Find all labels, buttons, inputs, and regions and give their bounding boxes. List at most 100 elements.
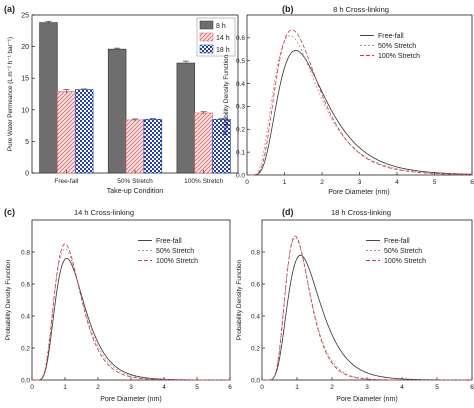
y-tick-label: 5 — [25, 139, 29, 146]
panel-c: (c) 14 h Cross-linking 0 1 2 3 4 5 6 0.0 0.2 0.4 0… — [4, 207, 232, 403]
panel-a-legend: 8 h 14 h 18 h — [196, 17, 236, 57]
x-tick-label: 6 — [470, 179, 474, 186]
y-tick-label: 0.1 — [236, 149, 245, 156]
panel-b-plot-frame — [246, 14, 473, 176]
panel-a-y-axis-title: Pure Water Permeance (L m⁻² h⁻¹ bar⁻¹) — [7, 37, 14, 151]
y-tick-label: 0.3 — [236, 104, 245, 111]
x-category-label: 100% Stretch — [184, 178, 223, 185]
x-tick-label: 3 — [129, 384, 133, 391]
x-tick-label: 6 — [470, 384, 474, 391]
y-tick-label: 0.8 — [251, 249, 260, 256]
y-tick-label: 0.4 — [236, 81, 245, 88]
panel-d-legend: Free-fall 50% Stretch 100% Stretch — [366, 238, 426, 265]
panel-a-y-axis: 0 5 10 15 20 25 — [21, 13, 35, 178]
panel-c-label: (c) — [4, 207, 15, 217]
x-tick-label: 2 — [330, 384, 334, 391]
panel-a-label: (a) — [4, 4, 15, 14]
panel-d: (d) 18 h Cross-linking 0 1 2 3 4 5 60.00.20.40… — [236, 207, 474, 403]
series-line-100-stretch — [262, 235, 472, 381]
panel-c-plot-frame — [31, 219, 231, 381]
panel-b-title: 8 h Cross-linking — [333, 5, 389, 14]
y-tick-label: 0 — [25, 171, 29, 178]
y-tick-label: 0.2 — [21, 345, 30, 352]
legend-swatch-8h — [199, 20, 214, 30]
bar-8-h-50-stretch — [107, 48, 127, 174]
x-tick-label: 1 — [63, 384, 67, 391]
bar-14-h-free-fall — [57, 91, 76, 174]
legend-label-free-fall: Free-fall — [156, 238, 182, 245]
bar-14-h-100-stretch — [194, 112, 213, 174]
x-tick-label: 2 — [96, 384, 100, 391]
y-tick-label: 0.5 — [236, 58, 245, 65]
x-category-label: 50% Stretch — [117, 178, 153, 185]
panel-a-x-axis-title: Take-up Condition — [107, 188, 164, 195]
series-line-50-stretch — [247, 35, 473, 176]
y-tick-label: 0.8 — [21, 249, 30, 256]
panel-b-lines — [247, 29, 473, 176]
series-line-100-stretch — [32, 243, 230, 381]
x-tick-label: 5 — [433, 179, 437, 186]
x-tick-label: 2 — [320, 179, 324, 186]
y-tick-label: 0.6 — [236, 35, 245, 42]
panel-d-lines — [262, 235, 472, 381]
x-tick-label: 5 — [195, 384, 199, 391]
x-tick-label: 3 — [358, 179, 362, 186]
x-tick-label: 4 — [395, 179, 399, 186]
y-tick-label: 10 — [21, 107, 29, 114]
legend-label-50-stretch: 50% Stretch — [378, 43, 416, 50]
panel-a: (a) 0 5 10 15 20 25 Free-fall 50% Stretch 100% … — [4, 4, 239, 195]
y-tick-label: 0.0 — [236, 172, 245, 179]
y-tick-label: 0.2 — [236, 127, 245, 134]
legend-label-100-stretch: 100% Stretch — [156, 258, 198, 265]
legend-label-50-stretch: 50% Stretch — [384, 248, 422, 255]
bar-14-h-50-stretch — [125, 119, 145, 174]
y-tick-label: 25 — [21, 13, 29, 20]
legend-label-free-fall: Free-fall — [378, 33, 404, 40]
series-line-100-stretch — [247, 29, 473, 176]
legend-label-50-stretch: 50% Stretch — [156, 248, 194, 255]
bar-18-h-50-stretch — [143, 118, 163, 174]
bar-8-h-free-fall — [39, 22, 58, 174]
y-tick-label: 0.0 — [21, 377, 30, 384]
series-line-free-fall — [262, 254, 472, 381]
x-tick-label: 0 — [245, 179, 249, 186]
panel-a-bars — [39, 20, 231, 174]
panel-b-axes: 0 1 2 3 4 5 6 0.0 0.1 0.2 0.3 0.4 0.5 0.6 — [236, 35, 474, 186]
series-line-free-fall — [247, 50, 473, 176]
x-tick-label: 4 — [162, 384, 166, 391]
y-tick-label: 0.4 — [251, 313, 260, 320]
x-tick-label: 4 — [400, 384, 404, 391]
panel-c-y-axis-title: Probability Density Function — [5, 259, 12, 340]
panel-d-y-axis-title: Probability Density Function — [236, 259, 243, 340]
panel-b-legend: Free-fall 50% Stretch 100% Stretch — [360, 33, 420, 60]
legend-label-100-stretch: 100% Stretch — [378, 53, 420, 60]
panel-c-title: 14 h Cross-linking — [74, 208, 134, 217]
panel-d-label: (d) — [282, 207, 294, 217]
panel-d-plot-frame — [261, 219, 473, 381]
panel-c-legend: Free-fall 50% Stretch 100% Stretch — [138, 238, 198, 265]
panel-d-x-axis-title: Pore Diameter (nm) — [336, 396, 397, 403]
legend-label-18h: 18 h — [216, 47, 230, 54]
y-tick-label: 0.6 — [21, 281, 30, 288]
legend-label-100-stretch: 100% Stretch — [384, 258, 426, 265]
panel-b: (b) 8 h Cross-linking 0 1 2 3 4 5 6 0.0 0.1 0.2 0.… — [223, 4, 474, 196]
panel-c-x-axis-title: Pore Diameter (nm) — [100, 396, 161, 403]
y-tick-label: 0.0 — [251, 377, 260, 384]
legend-label-8h: 8 h — [216, 23, 226, 30]
panel-d-axes: 0 1 2 3 4 5 6 0.0 0.2 0.4 0.6 0.8 — [251, 249, 474, 391]
legend-label-free-fall: Free-fall — [384, 238, 410, 245]
x-tick-label: 3 — [365, 384, 369, 391]
y-tick-label: 0.4 — [21, 313, 30, 320]
bar-8-h-100-stretch — [176, 62, 196, 174]
legend-swatch-14h — [199, 32, 214, 42]
panel-a-x-axis: Free-fall 50% Stretch 100% Stretch — [54, 170, 224, 185]
panel-d-title: 18 h Cross-linking — [331, 208, 391, 217]
panel-b-label: (b) — [282, 4, 294, 14]
x-tick-label: 1 — [295, 384, 299, 391]
x-tick-label: 0 — [30, 384, 34, 391]
x-tick-label: 6 — [228, 384, 232, 391]
y-tick-label: 15 — [21, 76, 29, 83]
x-category-label: Free-fall — [54, 178, 78, 185]
panel-c-lines — [32, 243, 231, 381]
